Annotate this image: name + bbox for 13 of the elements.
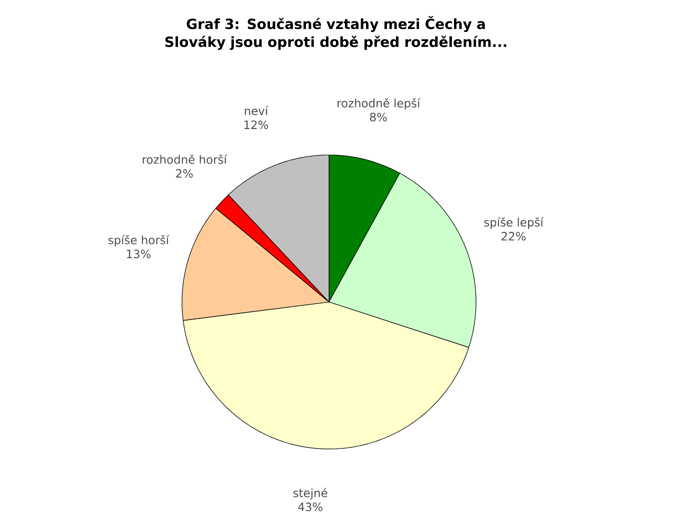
chart-title: Graf 3: Současné vztahy mezi Čechy a Slováky jsou oproti době před rozdělením... [165, 16, 506, 50]
slice-label: spíše lepší [484, 217, 544, 229]
data-label: 13% [126, 250, 151, 258]
slice-label: neví [244, 106, 268, 116]
data-label: 22% [502, 232, 526, 241]
data-label: 43% [298, 502, 322, 512]
data-label: 2% [176, 169, 193, 178]
slice-label: stejné [293, 488, 328, 500]
slice-label: spíše horší [108, 234, 170, 247]
slice-label: rozhodně lepší [338, 98, 420, 110]
slice-label: rozhodně horší [142, 154, 228, 164]
data-label: 12% [244, 120, 268, 130]
data-label: 8% [370, 112, 387, 122]
